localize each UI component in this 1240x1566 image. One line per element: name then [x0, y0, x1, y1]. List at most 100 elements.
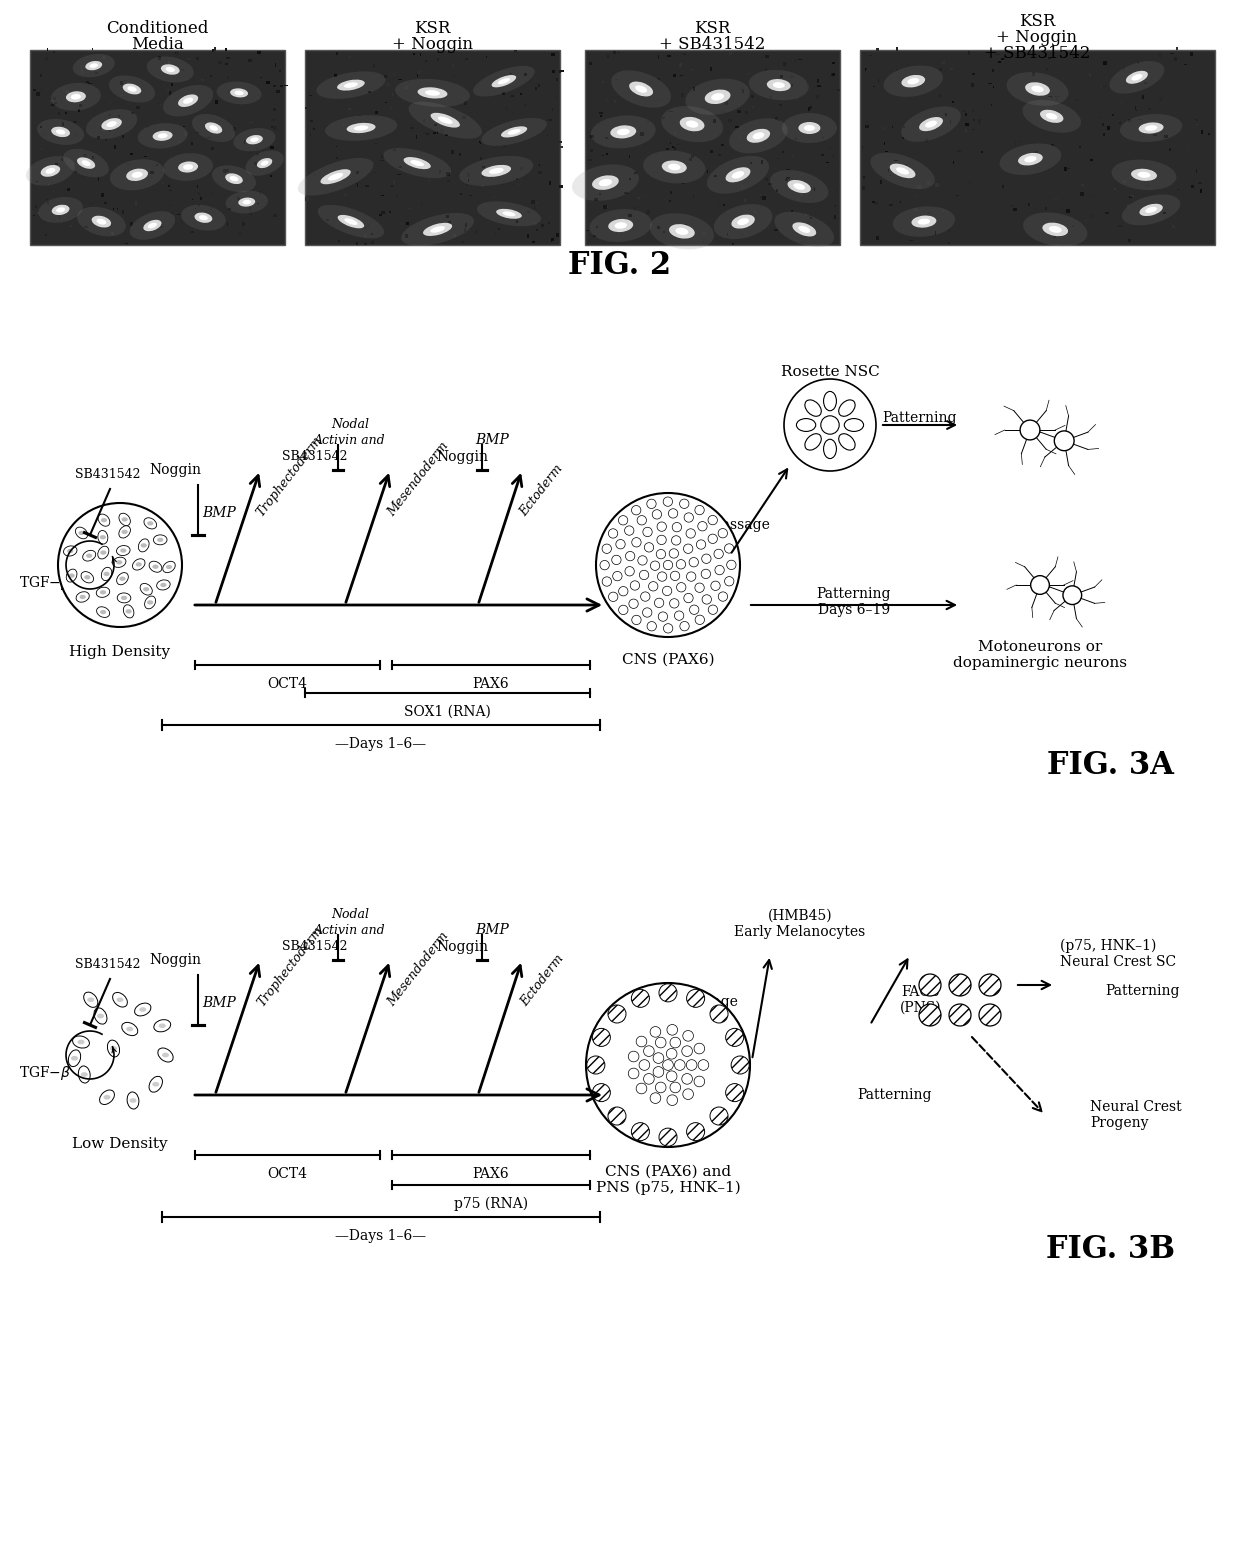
- Bar: [109, 224, 112, 226]
- Bar: [882, 183, 884, 185]
- Ellipse shape: [396, 78, 470, 106]
- Bar: [681, 92, 683, 97]
- Bar: [1075, 146, 1078, 149]
- Bar: [145, 64, 146, 67]
- Text: Progeny: Progeny: [1090, 1117, 1148, 1131]
- Circle shape: [656, 1037, 666, 1048]
- Text: PAX6: PAX6: [472, 1167, 510, 1181]
- Bar: [78, 103, 82, 108]
- Ellipse shape: [459, 157, 533, 186]
- Ellipse shape: [149, 1076, 162, 1092]
- Bar: [614, 100, 616, 103]
- Bar: [169, 91, 171, 96]
- Bar: [780, 75, 784, 78]
- Ellipse shape: [102, 117, 122, 130]
- Bar: [677, 78, 681, 80]
- Bar: [615, 116, 618, 121]
- Bar: [371, 197, 374, 199]
- Bar: [176, 53, 179, 55]
- Circle shape: [698, 521, 707, 531]
- Bar: [905, 164, 908, 166]
- Bar: [697, 105, 699, 106]
- Bar: [1023, 83, 1025, 85]
- Bar: [62, 122, 64, 127]
- Circle shape: [670, 598, 680, 608]
- Bar: [1173, 226, 1174, 229]
- Ellipse shape: [316, 72, 386, 99]
- Circle shape: [636, 1084, 647, 1093]
- Circle shape: [732, 1055, 749, 1074]
- Ellipse shape: [615, 222, 627, 229]
- Bar: [666, 147, 670, 150]
- Bar: [832, 74, 835, 77]
- Bar: [684, 224, 687, 227]
- Circle shape: [683, 1030, 693, 1041]
- Bar: [210, 205, 212, 210]
- Ellipse shape: [502, 211, 516, 216]
- Bar: [404, 235, 408, 238]
- Ellipse shape: [572, 164, 639, 200]
- Circle shape: [1030, 576, 1049, 595]
- Bar: [55, 163, 58, 166]
- Ellipse shape: [616, 128, 630, 135]
- Bar: [339, 240, 341, 241]
- Bar: [467, 116, 470, 117]
- Bar: [805, 227, 808, 230]
- Bar: [171, 83, 172, 86]
- Text: Noggin: Noggin: [149, 464, 201, 478]
- Circle shape: [625, 526, 634, 536]
- Ellipse shape: [1146, 207, 1157, 213]
- Bar: [618, 89, 620, 91]
- Circle shape: [641, 592, 650, 601]
- Bar: [950, 121, 951, 124]
- Circle shape: [784, 379, 875, 471]
- Bar: [254, 163, 257, 166]
- Circle shape: [683, 594, 693, 603]
- Bar: [1101, 122, 1104, 125]
- Circle shape: [725, 1084, 744, 1101]
- Ellipse shape: [1023, 213, 1087, 246]
- Ellipse shape: [63, 547, 77, 556]
- Circle shape: [696, 615, 704, 625]
- Ellipse shape: [110, 160, 165, 191]
- Text: FIG. 2: FIG. 2: [568, 249, 672, 280]
- Bar: [100, 193, 104, 197]
- Circle shape: [603, 543, 611, 553]
- Circle shape: [650, 561, 660, 570]
- Bar: [305, 50, 560, 244]
- Bar: [257, 52, 260, 53]
- Circle shape: [686, 529, 696, 539]
- Ellipse shape: [97, 606, 109, 617]
- Bar: [46, 226, 48, 227]
- Bar: [463, 241, 464, 243]
- Text: SB431542: SB431542: [283, 451, 347, 464]
- Ellipse shape: [775, 211, 835, 247]
- Ellipse shape: [1040, 110, 1064, 122]
- Bar: [897, 47, 898, 50]
- Ellipse shape: [250, 138, 259, 143]
- Bar: [373, 64, 374, 67]
- Ellipse shape: [1018, 153, 1043, 166]
- Bar: [1001, 111, 1002, 114]
- Ellipse shape: [68, 573, 74, 578]
- Bar: [492, 63, 495, 67]
- Ellipse shape: [184, 164, 193, 169]
- Bar: [134, 202, 136, 205]
- Ellipse shape: [591, 175, 619, 189]
- Bar: [1128, 119, 1131, 122]
- Bar: [97, 136, 100, 139]
- Circle shape: [725, 1029, 744, 1046]
- Circle shape: [708, 534, 718, 543]
- Bar: [874, 202, 878, 205]
- Bar: [1035, 152, 1038, 155]
- Bar: [144, 155, 148, 157]
- Bar: [1086, 117, 1089, 119]
- Bar: [36, 211, 40, 213]
- Bar: [816, 96, 820, 99]
- Bar: [903, 136, 904, 139]
- Bar: [211, 193, 212, 194]
- Ellipse shape: [84, 575, 91, 579]
- Ellipse shape: [773, 81, 785, 88]
- Circle shape: [663, 496, 672, 506]
- Bar: [551, 238, 552, 241]
